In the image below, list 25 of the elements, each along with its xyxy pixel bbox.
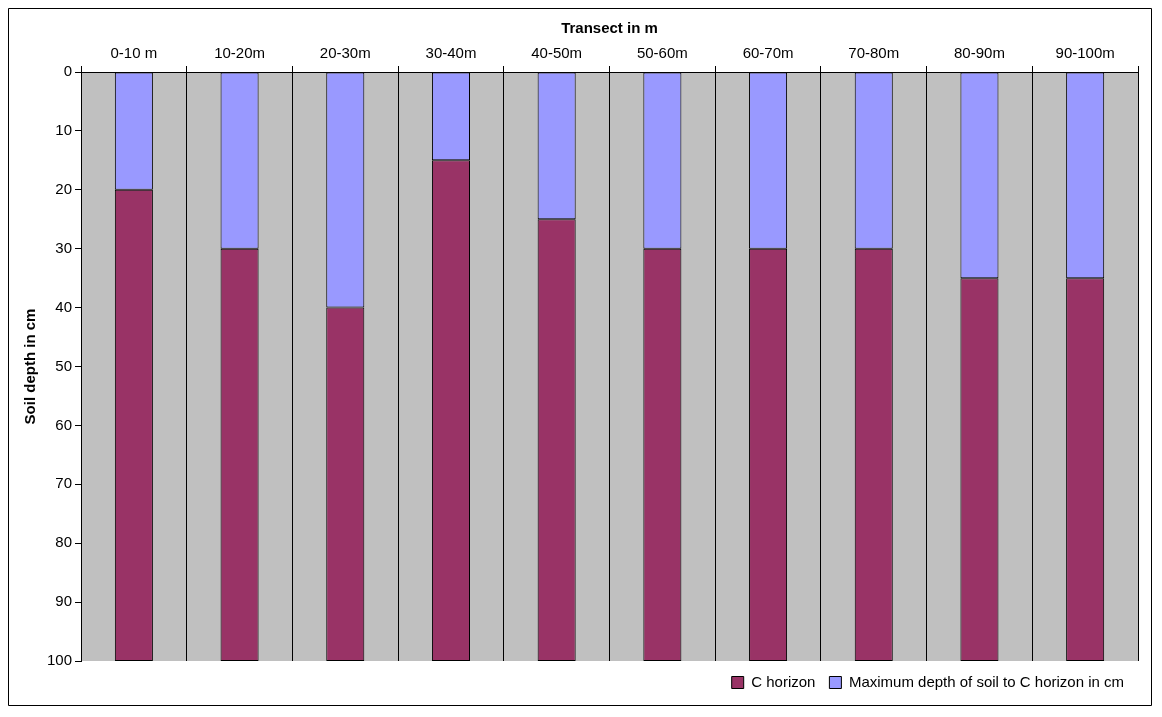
y-axis-title: Soil depth in cm (21, 308, 39, 425)
y-tick-label: 90 (55, 592, 73, 610)
x-tick-label: 50-60m (636, 44, 688, 62)
y-tick-label: 20 (55, 179, 73, 197)
y-tick-label: 30 (55, 238, 73, 256)
y-tick-label: 80 (55, 533, 73, 551)
y-tick-label: 70 (55, 474, 73, 492)
legend-label: C horizon (751, 672, 816, 690)
x-tick-label: 60-70m (742, 44, 794, 62)
x-tick-label: 80-90m (954, 44, 1005, 62)
y-tick-label: 100 (47, 651, 73, 669)
x-axis-title: Transect in m (561, 19, 658, 37)
x-tick-label: 40-50m (531, 44, 583, 62)
y-tick-label: 60 (55, 415, 73, 433)
y-tick-label: 10 (55, 121, 73, 139)
y-tick-label: 40 (55, 297, 73, 315)
x-tick-label: 70-80m (848, 44, 900, 62)
x-tick-label: 20-30m (319, 44, 371, 62)
x-tick-label: 30-40m (425, 44, 477, 62)
y-tick-label: 50 (55, 356, 73, 374)
legend-label: Maximum depth of soil to C horizon in cm (848, 672, 1124, 690)
x-tick-label: 10-20m (214, 44, 265, 62)
y-tick-label: 0 (63, 62, 73, 80)
x-tick-label: 90-100m (1055, 44, 1115, 62)
x-tick-label: 0-10 m (110, 44, 158, 62)
